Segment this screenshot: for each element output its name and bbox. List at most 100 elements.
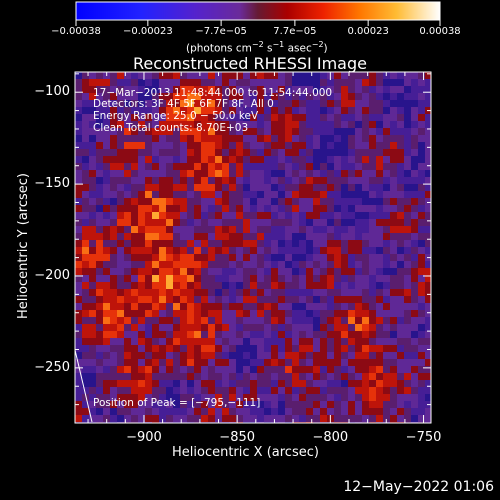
heatmap-cell — [180, 352, 187, 359]
heatmap-cell — [173, 268, 180, 275]
heatmap-cell — [320, 135, 327, 142]
heatmap-cell — [411, 345, 418, 352]
heatmap-cell — [250, 184, 257, 191]
heatmap-cell — [166, 331, 173, 338]
heatmap-cell — [271, 219, 278, 226]
heatmap-cell — [138, 317, 145, 324]
heatmap-cell — [425, 282, 431, 289]
heatmap-cell — [243, 121, 250, 128]
heatmap-cell — [166, 135, 173, 142]
heatmap-cell — [75, 352, 82, 359]
heatmap-cell — [257, 107, 264, 114]
heatmap-cell — [222, 331, 229, 338]
heatmap-cell — [89, 408, 96, 415]
heatmap-cell — [250, 310, 257, 317]
heatmap-cell — [89, 303, 96, 310]
heatmap-cell — [103, 366, 110, 373]
heatmap-cell — [383, 275, 390, 282]
heatmap-cell — [236, 233, 243, 240]
heatmap-cell — [425, 380, 431, 387]
heatmap-cell — [250, 352, 257, 359]
heatmap-cell — [82, 359, 89, 366]
heatmap-cell — [89, 142, 96, 149]
heatmap-cell — [257, 359, 264, 366]
heatmap-cell — [390, 359, 397, 366]
heatmap-cell — [285, 268, 292, 275]
limb-line — [74, 349, 93, 423]
heatmap-cell — [313, 100, 320, 107]
heatmap-cell — [327, 86, 334, 93]
heatmap-cell — [418, 226, 425, 233]
heatmap-cell — [313, 331, 320, 338]
heatmap-cell — [411, 247, 418, 254]
heatmap-cell — [411, 261, 418, 268]
heatmap-cell — [313, 226, 320, 233]
heatmap-cell — [425, 93, 431, 100]
heatmap-cell — [397, 72, 404, 79]
heatmap-cell — [411, 114, 418, 121]
heatmap-cell — [411, 317, 418, 324]
heatmap-cell — [201, 408, 208, 415]
heatmap-cell — [180, 394, 187, 401]
heatmap-cell — [236, 198, 243, 205]
heatmap-cell — [348, 282, 355, 289]
heatmap-cell — [369, 191, 376, 198]
heatmap-cell — [334, 331, 341, 338]
heatmap-cell — [173, 128, 180, 135]
heatmap-cell — [257, 240, 264, 247]
heatmap-cell — [138, 72, 145, 79]
heatmap-cell — [201, 233, 208, 240]
heatmap-cell — [320, 128, 327, 135]
heatmap-cell — [264, 352, 271, 359]
heatmap-cell — [208, 107, 215, 114]
heatmap-cell — [187, 86, 194, 93]
heatmap-cell — [138, 142, 145, 149]
heatmap-cell — [96, 205, 103, 212]
heatmap-cell — [285, 205, 292, 212]
heatmap-cell — [250, 303, 257, 310]
heatmap-cell — [404, 408, 411, 415]
heatmap-cell — [383, 233, 390, 240]
heatmap-cell — [180, 303, 187, 310]
heatmap-cell — [264, 303, 271, 310]
heatmap-cell — [306, 212, 313, 219]
heatmap-cell — [327, 282, 334, 289]
heatmap-cell — [187, 275, 194, 282]
heatmap-cell — [285, 212, 292, 219]
heatmap-cell — [390, 352, 397, 359]
heatmap-cell — [404, 254, 411, 261]
heatmap-cell — [327, 135, 334, 142]
heatmap-cell — [306, 275, 313, 282]
heatmap-cell — [271, 310, 278, 317]
heatmap-cell — [411, 72, 418, 79]
heatmap-cell — [250, 226, 257, 233]
heatmap-cell — [271, 338, 278, 345]
heatmap-cell — [425, 226, 431, 233]
heatmap-cell — [285, 240, 292, 247]
heatmap-cell — [222, 303, 229, 310]
heatmap-cell — [397, 275, 404, 282]
heatmap-cell — [383, 212, 390, 219]
heatmap-cell — [334, 163, 341, 170]
heatmap-cell — [173, 408, 180, 415]
heatmap-cell — [404, 212, 411, 219]
heatmap-cell — [215, 114, 222, 121]
heatmap-cell — [313, 254, 320, 261]
heatmap-cell — [180, 184, 187, 191]
heatmap-cell — [208, 387, 215, 394]
heatmap-cell — [89, 121, 96, 128]
heatmap-cell — [236, 79, 243, 86]
heatmap-cell — [75, 275, 82, 282]
heatmap-cell — [145, 114, 152, 121]
heatmap-cell — [194, 72, 201, 79]
heatmap-cell — [327, 79, 334, 86]
heatmap-cell — [215, 373, 222, 380]
heatmap-cell — [194, 387, 201, 394]
heatmap-cell — [327, 149, 334, 156]
heatmap-cell — [131, 142, 138, 149]
heatmap-cell — [397, 205, 404, 212]
heatmap-cell — [159, 135, 166, 142]
heatmap-cell — [82, 415, 89, 422]
heatmap-cell — [355, 303, 362, 310]
heatmap-cell — [222, 261, 229, 268]
